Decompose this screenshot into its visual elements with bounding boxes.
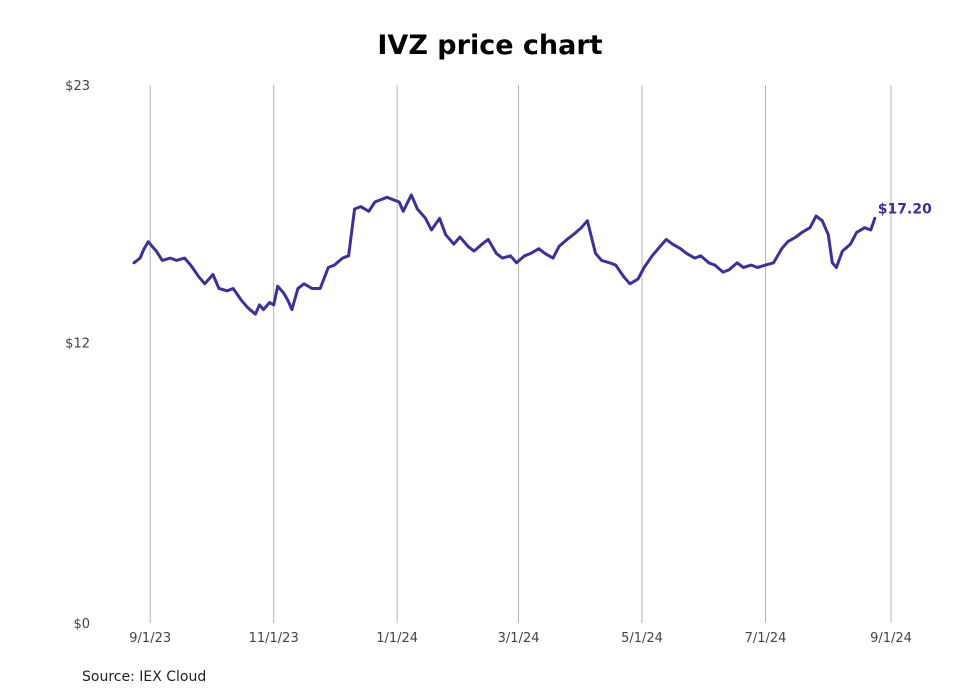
y-tick-label: $12 <box>65 336 90 351</box>
vertical-gridlines <box>149 85 892 623</box>
x-tick-label: 7/1/24 <box>745 631 787 646</box>
x-tick-label: 9/1/24 <box>870 631 912 646</box>
price-series-line <box>132 193 877 316</box>
x-tick-label: 1/1/24 <box>376 631 418 646</box>
chart-title: IVZ price chart <box>377 30 603 61</box>
x-tick-label: 5/1/24 <box>621 631 663 646</box>
x-tick-label: 3/1/24 <box>498 631 540 646</box>
last-price-label: $17.20 <box>878 201 932 217</box>
x-tick-label: 9/1/23 <box>129 631 171 646</box>
x-axis-ticks: 9/1/23 11/1/23 1/1/24 3/1/24 5/1/24 7/1/24 9/1… <box>129 631 912 646</box>
y-tick-label: $0 <box>73 617 90 632</box>
x-tick-label: 11/1/23 <box>249 631 299 646</box>
y-axis-ticks: $0 $12 $23 <box>65 79 90 632</box>
source-note: Source: IEX Cloud <box>82 669 207 685</box>
y-tick-label: $23 <box>65 79 90 94</box>
